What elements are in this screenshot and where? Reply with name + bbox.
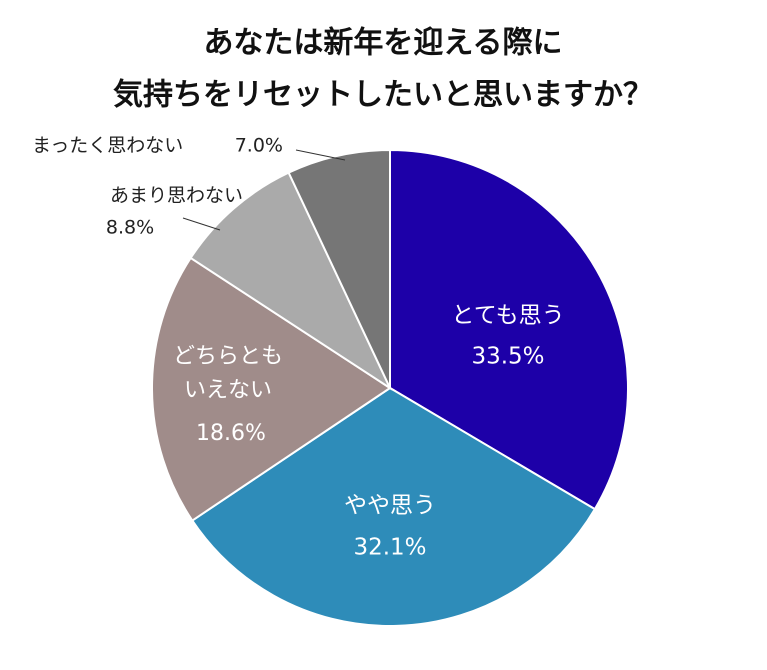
slice-label-box: どちらともいえない <box>172 344 283 403</box>
chart-title: あなたは新年を迎える際に <box>203 26 562 61</box>
slice-value: 18.6% <box>196 421 266 446</box>
pie-slice <box>190 386 597 627</box>
leader-line <box>182 217 221 231</box>
slice-value: 8.8% <box>106 217 154 239</box>
slice-label: やや思う <box>344 493 436 519</box>
slice-value: 7.0% <box>235 135 283 157</box>
slice-label: あまり思わない <box>110 185 243 207</box>
slice-label: どちらともいえない <box>172 344 283 403</box>
slice-label: まったく思わない <box>32 135 183 157</box>
pie-slice <box>389 148 629 511</box>
pie-slice <box>287 148 391 389</box>
chart-title: 気持ちをリセットしたいと思いますか？ <box>113 78 653 113</box>
leader-line <box>295 149 346 161</box>
slice-value: 33.5% <box>471 344 544 370</box>
slice-value: 32.1% <box>353 535 426 561</box>
slice-label: とても思う <box>451 303 564 329</box>
pie-slice <box>189 171 393 391</box>
pie-slice <box>151 256 392 522</box>
